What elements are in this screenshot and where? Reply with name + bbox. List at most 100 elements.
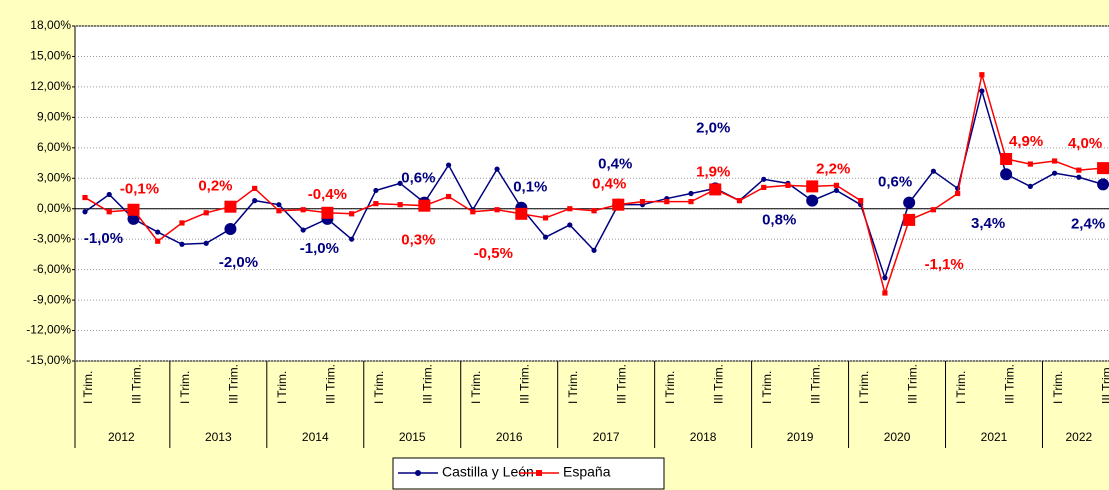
marker	[494, 207, 500, 213]
marker	[930, 168, 937, 174]
x-tick-label: III Trim.	[1002, 364, 1016, 404]
marker	[709, 183, 722, 196]
x-tick-label: I Trim.	[178, 371, 192, 404]
marker	[470, 209, 476, 215]
marker	[397, 202, 403, 208]
marker	[373, 201, 379, 207]
x-tick-label: I Trim.	[1051, 371, 1065, 404]
marker	[567, 222, 573, 228]
legend-marker	[536, 470, 542, 476]
marker	[1097, 178, 1109, 191]
value-label: -0,1%	[120, 181, 159, 198]
x-tick-label: I Trim.	[663, 371, 677, 404]
year-label: 2013	[205, 430, 232, 444]
value-label: 2,4%	[1071, 215, 1105, 232]
value-label: -0,5%	[474, 245, 513, 262]
marker	[1052, 170, 1058, 176]
marker	[882, 275, 888, 281]
year-label: 2016	[496, 430, 523, 444]
value-label: -1,1%	[925, 256, 964, 273]
marker	[806, 180, 819, 193]
marker	[591, 247, 597, 253]
y-tick-label: 6,00%	[37, 140, 71, 154]
marker	[106, 209, 112, 215]
marker	[106, 191, 112, 198]
marker	[930, 207, 936, 213]
marker	[591, 208, 597, 214]
marker	[82, 209, 88, 215]
marker	[300, 207, 306, 213]
marker	[1000, 168, 1013, 181]
y-tick-label: 3,00%	[37, 170, 71, 184]
marker	[761, 184, 767, 191]
marker	[833, 187, 840, 194]
marker	[1027, 161, 1033, 167]
x-tick-label: III Trim.	[614, 364, 628, 404]
value-label: 2,0%	[696, 119, 730, 136]
value-label: -0,4%	[308, 186, 347, 203]
marker	[373, 187, 379, 194]
x-tick-label: III Trim.	[421, 364, 435, 404]
year-label: 2021	[981, 430, 1008, 444]
year-label: 2015	[399, 430, 426, 444]
y-tick-label: -12,00%	[26, 323, 71, 337]
marker	[1076, 167, 1082, 173]
marker	[761, 176, 767, 182]
value-label: 4,0%	[1068, 135, 1102, 152]
x-tick-label: III Trim.	[905, 364, 919, 404]
value-label: 0,6%	[878, 174, 912, 191]
value-label: -1,0%	[300, 240, 339, 257]
value-label: 0,8%	[762, 212, 796, 229]
marker	[1027, 183, 1033, 189]
x-tick-label: I Trim.	[81, 371, 95, 404]
x-tick-label: III Trim.	[1099, 364, 1109, 404]
marker	[688, 199, 694, 205]
marker	[612, 198, 625, 211]
y-tick-label: -9,00%	[33, 292, 71, 306]
marker	[300, 227, 306, 233]
marker	[224, 200, 237, 213]
x-tick-label: I Trim.	[566, 371, 580, 404]
value-label: 1,9%	[696, 163, 730, 180]
marker	[349, 236, 355, 242]
legend-label: Castilla y León	[442, 464, 534, 480]
value-label: 3,4%	[971, 215, 1005, 232]
value-label: 2,2%	[816, 160, 850, 177]
marker	[688, 190, 694, 197]
x-tick-label: III Trim.	[808, 364, 822, 404]
y-tick-label: 9,00%	[37, 110, 71, 124]
marker	[276, 202, 282, 208]
marker	[542, 215, 549, 221]
y-tick-label: 15,00%	[30, 49, 71, 63]
marker	[349, 211, 355, 217]
value-label: 0,4%	[592, 176, 626, 193]
marker	[252, 185, 258, 192]
marker	[252, 198, 258, 204]
marker	[397, 180, 403, 186]
x-tick-label: I Trim.	[954, 371, 968, 404]
x-tick-label: I Trim.	[760, 371, 774, 404]
marker	[785, 182, 791, 188]
x-tick-label: III Trim.	[130, 364, 144, 404]
marker	[515, 207, 528, 220]
marker	[903, 213, 916, 226]
marker	[736, 198, 743, 204]
marker	[1000, 152, 1013, 165]
marker	[858, 198, 864, 204]
marker	[1076, 174, 1082, 180]
value-label: -2,0%	[219, 254, 258, 271]
marker	[276, 208, 282, 214]
marker	[1052, 158, 1058, 164]
x-tick-label: III Trim.	[227, 364, 241, 404]
value-label: 0,1%	[513, 179, 547, 196]
marker	[155, 229, 161, 235]
year-label: 2014	[302, 430, 329, 444]
y-tick-label: 12,00%	[30, 79, 71, 93]
legend-label: España	[563, 464, 611, 480]
x-tick-label: I Trim.	[857, 371, 871, 404]
y-tick-label: -6,00%	[33, 262, 71, 276]
marker	[979, 72, 985, 78]
marker	[979, 88, 985, 94]
